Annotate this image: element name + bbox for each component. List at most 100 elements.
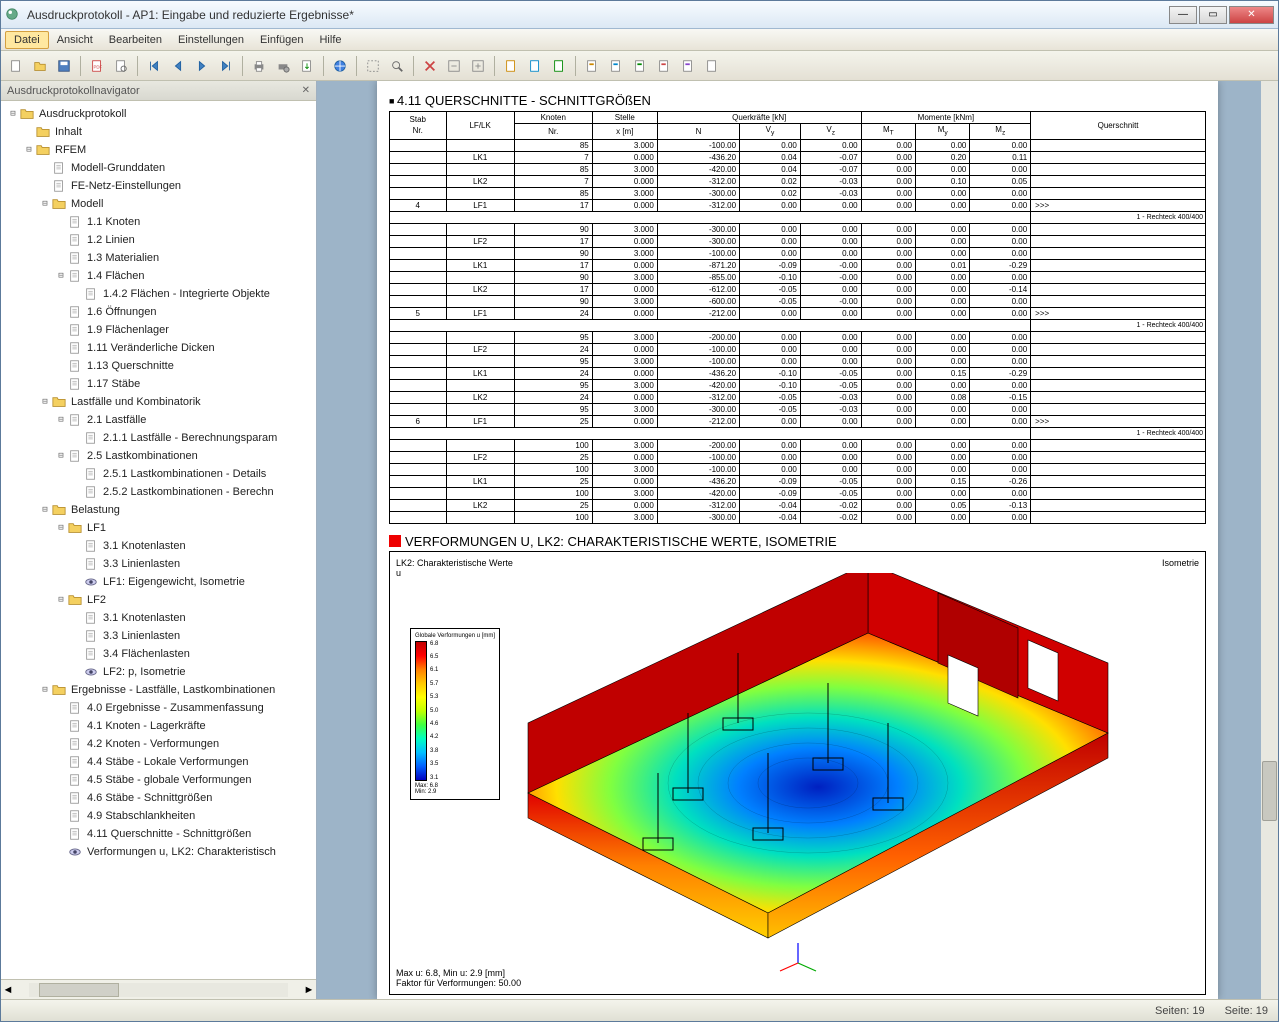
doc-a-icon[interactable] <box>500 55 522 77</box>
tree-item[interactable]: 1.3 Materialien <box>1 249 316 267</box>
tree-item[interactable]: 1.1 Knoten <box>1 213 316 231</box>
tree-item[interactable]: 4.0 Ergebnisse - Zusammenfassung <box>1 699 316 717</box>
pdf-icon[interactable]: PDF <box>86 55 108 77</box>
save-icon[interactable] <box>53 55 75 77</box>
menu-hilfe[interactable]: Hilfe <box>311 32 349 48</box>
tree-item[interactable]: 4.6 Stäbe - Schnittgrößen <box>1 789 316 807</box>
doc-c-icon[interactable] <box>548 55 570 77</box>
navigator-tree[interactable]: ⊟AusdruckprotokollInhalt⊟RFEMModell-Grun… <box>1 101 316 979</box>
window-title: Ausdruckprotokoll - AP1: Eingabe und red… <box>27 8 1167 22</box>
tree-item[interactable]: 1.4.2 Flächen - Integrierte Objekte <box>1 285 316 303</box>
nav-last-icon[interactable] <box>215 55 237 77</box>
doc-i-icon[interactable] <box>701 55 723 77</box>
deformation-figure: LK2: Charakteristische Werte u Isometrie… <box>389 551 1206 995</box>
tree-item[interactable]: ⊟Ergebnisse - Lastfälle, Lastkombination… <box>1 681 316 699</box>
tree-item[interactable]: 3.1 Knotenlasten <box>1 609 316 627</box>
maximize-button[interactable]: ▭ <box>1199 6 1227 24</box>
close-button[interactable]: ✕ <box>1229 6 1274 24</box>
find-icon[interactable] <box>386 55 408 77</box>
tree-item[interactable]: 4.2 Knoten - Verformungen <box>1 735 316 753</box>
doc-g-icon[interactable] <box>653 55 675 77</box>
vertical-scrollbar[interactable] <box>1261 81 1278 999</box>
menu-einstellungen[interactable]: Einstellungen <box>170 32 252 48</box>
new-icon[interactable] <box>5 55 27 77</box>
tree-item[interactable]: ⊟Ausdruckprotokoll <box>1 105 316 123</box>
tree-item[interactable]: 3.1 Knotenlasten <box>1 537 316 555</box>
tree-item[interactable]: 4.11 Querschnitte - Schnittgrößen <box>1 825 316 843</box>
sidebar: Ausdruckprotokollnavigator ✕ ⊟Ausdruckpr… <box>1 81 317 999</box>
nav-prev-icon[interactable] <box>167 55 189 77</box>
delete-icon[interactable] <box>419 55 441 77</box>
tree-item[interactable]: 4.1 Knoten - Lagerkräfte <box>1 717 316 735</box>
doc-f-icon[interactable] <box>629 55 651 77</box>
tree-item[interactable]: ⊟RFEM <box>1 141 316 159</box>
tree-item[interactable]: 4.9 Stabschlankheiten <box>1 807 316 825</box>
lang-icon[interactable] <box>329 55 351 77</box>
statusbar: Seiten: 19 Seite: 19 <box>1 999 1278 1021</box>
doc-e-icon[interactable] <box>605 55 627 77</box>
red-marker-icon <box>389 535 401 547</box>
nav-first-icon[interactable] <box>143 55 165 77</box>
status-pages: Seiten: 19 <box>1155 1005 1205 1017</box>
print-settings-icon[interactable] <box>272 55 294 77</box>
tree-item[interactable]: 3.3 Linienlasten <box>1 627 316 645</box>
svg-text:PDF: PDF <box>94 64 103 69</box>
sidebar-title: Ausdruckprotokollnavigator <box>7 85 140 97</box>
figure-footer-2: Faktor für Verformungen: 50.00 <box>396 978 1199 988</box>
figure-subtitle-left: LK2: Charakteristische Werte <box>396 558 513 568</box>
minimize-button[interactable]: — <box>1169 6 1197 24</box>
tree-item[interactable]: 2.5.2 Lastkombinationen - Berechn <box>1 483 316 501</box>
menu-ansicht[interactable]: Ansicht <box>49 32 101 48</box>
titlebar: Ausdruckprotokoll - AP1: Eingabe und red… <box>1 1 1278 29</box>
tree-item[interactable]: Inhalt <box>1 123 316 141</box>
tree-item[interactable]: 4.5 Stäbe - globale Verformungen <box>1 771 316 789</box>
tree-item[interactable]: FE-Netz-Einstellungen <box>1 177 316 195</box>
tree-item[interactable]: 1.6 Öffnungen <box>1 303 316 321</box>
select-icon[interactable] <box>362 55 384 77</box>
tree-item[interactable]: ⊟Belastung <box>1 501 316 519</box>
deformation-title: VERFORMUNGEN U, LK2: CHARAKTERISTISCHE W… <box>389 534 1206 549</box>
sidebar-header: Ausdruckprotokollnavigator ✕ <box>1 81 316 101</box>
doc-d-icon[interactable] <box>581 55 603 77</box>
tree-item[interactable]: Modell-Grunddaten <box>1 159 316 177</box>
sidebar-scrollbar[interactable]: ◄ ► <box>1 979 316 999</box>
tree-item[interactable]: 1.9 Flächenlager <box>1 321 316 339</box>
menu-datei[interactable]: Datei <box>5 31 49 49</box>
app-icon <box>5 7 21 23</box>
tree-item[interactable]: 2.1.1 Lastfälle - Berechnungsparam <box>1 429 316 447</box>
tree-item[interactable]: ⊟2.5 Lastkombinationen <box>1 447 316 465</box>
tree-expand-icon[interactable] <box>467 55 489 77</box>
menu-bearbeiten[interactable]: Bearbeiten <box>101 32 170 48</box>
doc-b-icon[interactable] <box>524 55 546 77</box>
tree-item[interactable]: ⊟1.4 Flächen <box>1 267 316 285</box>
tree-item[interactable]: 1.2 Linien <box>1 231 316 249</box>
tree-item[interactable]: LF1: Eigengewicht, Isometrie <box>1 573 316 591</box>
figure-subtitle-right: Isometrie <box>1162 558 1199 578</box>
tree-item[interactable]: 4.4 Stäbe - Lokale Verformungen <box>1 753 316 771</box>
tree-item[interactable]: 1.17 Stäbe <box>1 375 316 393</box>
isometric-model <box>468 573 1128 973</box>
results-table: StabNr.LF/LKKnotenStelleQuerkräfte [kN]M… <box>389 111 1206 524</box>
tree-item[interactable]: 3.3 Linienlasten <box>1 555 316 573</box>
sidebar-close-icon[interactable]: ✕ <box>302 85 310 96</box>
tree-item[interactable]: ⊟2.1 Lastfälle <box>1 411 316 429</box>
tree-item[interactable]: 2.5.1 Lastkombinationen - Details <box>1 465 316 483</box>
tree-item[interactable]: 1.13 Querschnitte <box>1 357 316 375</box>
content-area: 4.11 QUERSCHNITTE - SCHNITTGRÖßEN StabNr… <box>317 81 1278 999</box>
open-icon[interactable] <box>29 55 51 77</box>
nav-next-icon[interactable] <box>191 55 213 77</box>
export-icon[interactable] <box>296 55 318 77</box>
tree-item[interactable]: ⊟Lastfälle und Kombinatorik <box>1 393 316 411</box>
menu-einfügen[interactable]: Einfügen <box>252 32 311 48</box>
tree-item[interactable]: 3.4 Flächenlasten <box>1 645 316 663</box>
tree-item[interactable]: ⊟LF2 <box>1 591 316 609</box>
preview-icon[interactable] <box>110 55 132 77</box>
tree-collapse-icon[interactable] <box>443 55 465 77</box>
tree-item[interactable]: 1.11 Veränderliche Dicken <box>1 339 316 357</box>
tree-item[interactable]: Verformungen u, LK2: Charakteristisch <box>1 843 316 861</box>
tree-item[interactable]: ⊟LF1 <box>1 519 316 537</box>
print-icon[interactable] <box>248 55 270 77</box>
tree-item[interactable]: LF2: p, Isometrie <box>1 663 316 681</box>
tree-item[interactable]: ⊟Modell <box>1 195 316 213</box>
doc-h-icon[interactable] <box>677 55 699 77</box>
